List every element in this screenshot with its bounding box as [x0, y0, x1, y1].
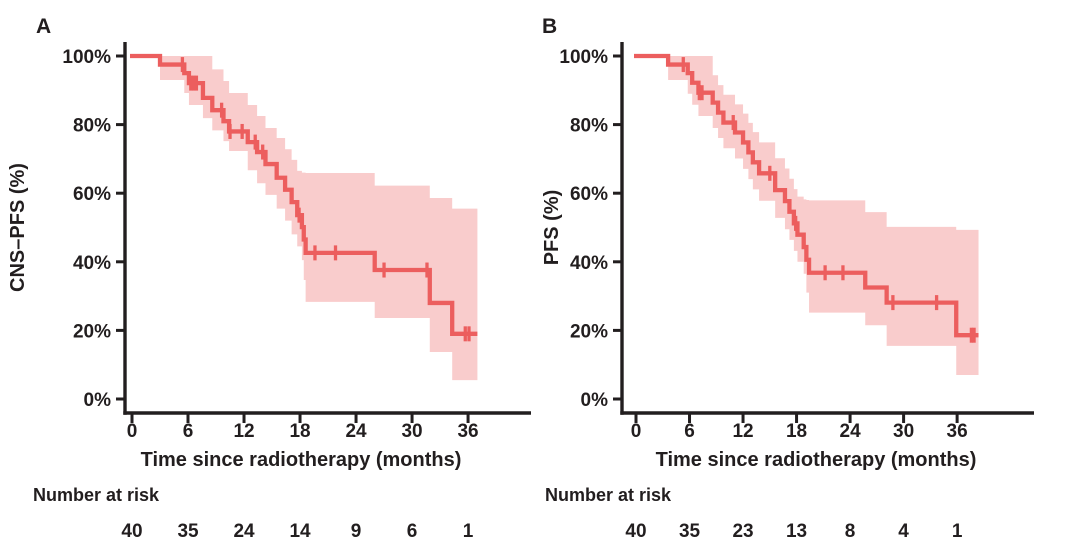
number-at-risk-value: 13	[786, 521, 807, 542]
x-tick-label: 12	[732, 421, 753, 442]
number-at-risk-value: 9	[351, 521, 362, 542]
y-tick-label: 20%	[570, 321, 608, 342]
x-tick-label: 18	[289, 421, 310, 442]
number-at-risk-value: 6	[407, 521, 418, 542]
number-at-risk-value: 1	[463, 521, 474, 542]
x-tick-label: 36	[947, 421, 968, 442]
number-at-risk-value: 40	[121, 521, 142, 542]
x-tick-label: 24	[840, 421, 862, 442]
x-tick-label: 0	[631, 421, 642, 442]
number-at-risk-value: 23	[732, 521, 753, 542]
y-tick-label: 100%	[559, 47, 608, 68]
number-at-risk-value: 40	[625, 521, 646, 542]
y-tick-label: 100%	[62, 47, 111, 68]
number-at-risk-value: 8	[845, 521, 856, 542]
x-tick-label: 30	[401, 421, 422, 442]
panel-letter: A	[36, 15, 51, 38]
y-axis-title: PFS (%)	[541, 190, 563, 266]
number-at-risk-value: 35	[679, 521, 701, 542]
panel-letter: B	[542, 15, 557, 38]
confidence-interval-band	[160, 56, 478, 381]
x-tick-label: 6	[183, 421, 194, 442]
number-at-risk-value: 1	[952, 521, 963, 542]
y-tick-label: 40%	[73, 253, 111, 274]
confidence-interval-band	[668, 56, 979, 375]
number-at-risk-value: 24	[233, 521, 255, 542]
number-at-risk-value: 14	[289, 521, 311, 542]
x-axis-title: Time since radiotherapy (months)	[141, 449, 462, 471]
y-tick-label: 80%	[570, 116, 608, 137]
number-at-risk-value: 4	[898, 521, 909, 542]
y-tick-label: 80%	[73, 116, 111, 137]
y-axis-title: CNS–PFS (%)	[7, 163, 29, 292]
y-tick-label: 0%	[84, 390, 112, 411]
x-tick-label: 18	[786, 421, 807, 442]
y-tick-label: 20%	[73, 321, 111, 342]
x-tick-label: 6	[684, 421, 695, 442]
y-tick-label: 60%	[570, 184, 608, 205]
number-at-risk-header: Number at risk	[545, 485, 672, 505]
y-tick-label: 0%	[581, 390, 609, 411]
x-tick-label: 24	[345, 421, 367, 442]
number-at-risk-value: 35	[177, 521, 199, 542]
x-axis-title: Time since radiotherapy (months)	[656, 449, 977, 471]
x-tick-label: 12	[233, 421, 254, 442]
x-tick-label: 30	[893, 421, 914, 442]
x-tick-label: 0	[127, 421, 138, 442]
y-tick-label: 40%	[570, 253, 608, 274]
y-tick-label: 60%	[73, 184, 111, 205]
x-tick-label: 36	[457, 421, 478, 442]
km-survival-curve	[130, 53, 478, 336]
panel-a-cns-pfs-chart: 100% 80% 60% 40% 20% 0% 0 6 12 18 24 30 36 A CNS–PFS (…	[7, 15, 531, 542]
number-at-risk-header: Number at risk	[33, 485, 160, 505]
